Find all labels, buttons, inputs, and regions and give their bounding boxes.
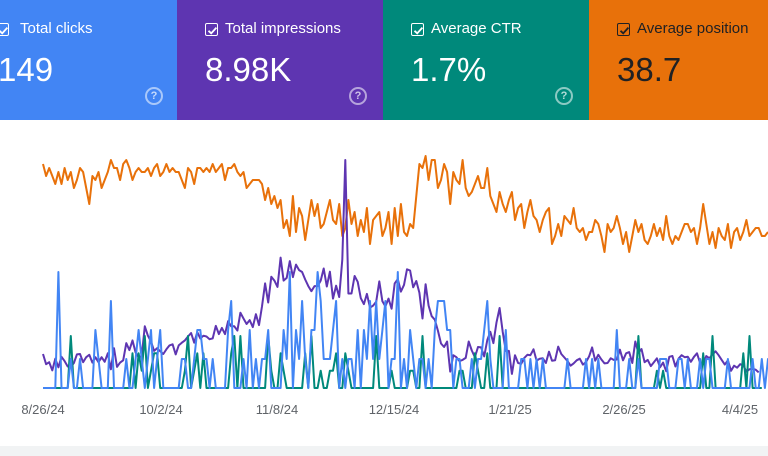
metric-label-clicks: Total clicks <box>20 20 93 37</box>
x-tick-label: 1/21/25 <box>488 402 531 417</box>
metric-label-ctr: Average CTR <box>431 20 522 37</box>
metric-card-position[interactable]: Average position 38.7 <box>589 0 768 120</box>
metric-cards: Total clicks 149? Total impressions 8.98K? A… <box>0 0 768 120</box>
x-tick-label: 4/4/25 <box>722 402 758 417</box>
metric-checkbox-ctr[interactable] <box>411 23 424 36</box>
x-tick-label: 8/26/24 <box>21 402 64 417</box>
metric-card-impressions[interactable]: Total impressions 8.98K? <box>177 0 383 120</box>
metric-card-ctr[interactable]: Average CTR 1.7%? <box>383 0 589 120</box>
metric-checkbox-impressions[interactable] <box>205 23 218 36</box>
help-circle-icon[interactable]: ? <box>555 87 573 105</box>
metric-value-clicks: 149 <box>0 51 54 88</box>
x-tick-label: 11/8/24 <box>256 402 298 417</box>
metric-checkbox-position[interactable] <box>617 23 630 36</box>
performance-chart: 8/26/24 10/2/24 11/8/24 12/15/24 1/21/25 2/26… <box>21 155 768 417</box>
help-circle-icon[interactable]: ? <box>349 87 367 105</box>
help-circle-icon[interactable]: ? <box>145 87 163 105</box>
x-tick-label: 12/15/24 <box>369 402 420 417</box>
metric-value-impressions: 8.98K <box>205 51 292 88</box>
metric-label-position: Average position <box>637 20 749 37</box>
footer-strip <box>0 446 768 456</box>
metric-value-ctr: 1.7% <box>411 51 487 88</box>
series-line-position <box>42 155 768 253</box>
series-line-clicks <box>43 271 768 389</box>
metric-value-position: 38.7 <box>617 51 682 88</box>
x-tick-label: 2/26/25 <box>602 402 645 417</box>
metric-checkbox-clicks[interactable] <box>0 23 9 36</box>
metric-label-impressions: Total impressions <box>225 20 341 37</box>
metric-card-clicks[interactable]: Total clicks 149? <box>0 0 177 120</box>
x-tick-label: 10/2/24 <box>139 402 182 417</box>
